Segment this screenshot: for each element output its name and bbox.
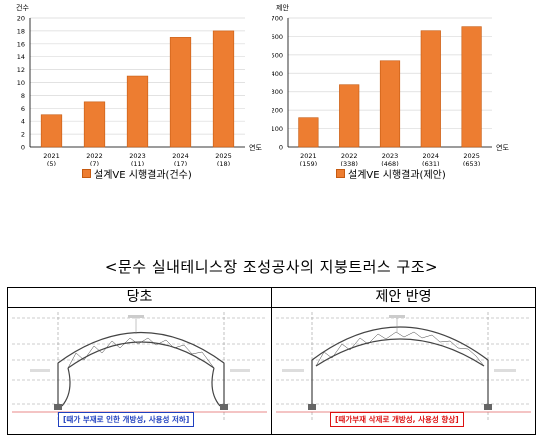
y-tick-label: 600	[272, 33, 283, 41]
section-title: <문수 실내테니스장 조성공사의 지붕트러스 구조>	[104, 258, 439, 276]
x-sub-label: (18)	[217, 160, 230, 166]
y-tick-label: 16	[17, 40, 25, 48]
y-tick-label: 14	[17, 53, 25, 61]
x-tick-label: 2024	[423, 152, 440, 160]
y-tick-label: 0	[279, 144, 283, 152]
x-sub-label: (653)	[463, 160, 480, 166]
right-chart-legend: 설계VE 시행결과(제안)	[336, 166, 446, 181]
y-tick-label: 12	[17, 66, 25, 74]
panel-after: 제안 반영	[271, 288, 535, 434]
x-sub-label: (159)	[300, 160, 317, 166]
left-chart-legend: 설계VE 시행결과(건수)	[82, 166, 192, 181]
bar	[379, 60, 401, 148]
panel-after-drawing: [때가부재 삭제로 개방성, 사용성 향상]	[272, 308, 535, 434]
bar	[126, 75, 149, 148]
right-legend-label: 설계VE 시행결과(제안)	[348, 170, 446, 181]
y-tick-label: 100	[272, 125, 283, 133]
x-tick-label: 2023	[382, 152, 399, 160]
bar	[212, 30, 235, 148]
x-sub-label: (338)	[340, 160, 357, 166]
y-tick-label: 700	[272, 15, 283, 23]
x-sub-label: (631)	[422, 160, 439, 166]
x-tick-label: 2022	[341, 152, 358, 160]
y-tick-label: 8	[21, 92, 25, 100]
right-chart-plot: 0100200300400500600700제안연도2021(159)2022(…	[272, 3, 509, 166]
x-sub-label: (468)	[381, 160, 398, 166]
y-tick-label: 200	[272, 107, 283, 115]
left-legend-label: 설계VE 시행결과(건수)	[94, 170, 192, 181]
before-note: [때가 부재로 인한 개방성, 사용성 저하]	[58, 412, 195, 427]
x-tick-label: 2023	[129, 152, 146, 160]
x-sub-label: (7)	[90, 160, 99, 166]
x-tick-label: 2022	[86, 152, 103, 160]
y-unit-label: 제안	[276, 3, 289, 12]
panel-before-drawing: [때가 부재로 인한 개방성, 사용성 저하]	[8, 308, 271, 434]
y-tick-label: 4	[21, 118, 25, 126]
y-tick-label: 300	[272, 88, 283, 96]
x-tick-label: 2025	[463, 152, 480, 160]
x-axis-label: 연도	[249, 144, 262, 152]
truss-drawing-before	[12, 312, 267, 420]
y-tick-label: 400	[272, 70, 283, 78]
x-tick-label: 2021	[300, 152, 317, 160]
bar	[40, 114, 63, 148]
panel-before-header: 당초	[8, 288, 271, 308]
right-bar-chart: 0 100 200 300 400 500 600 700 제안 연도 2021 (159) 2022(…	[272, 0, 543, 190]
left-chart-plot: 02468101214161820건수연도2021(5)2022(7)2023(…	[16, 3, 262, 166]
panel-before: 당초	[8, 288, 271, 434]
x-sub-label: (17)	[174, 160, 187, 166]
bar	[461, 26, 482, 148]
y-tick-label: 2	[21, 131, 25, 139]
after-note: [때가부재 삭제로 개방성, 사용성 향상]	[330, 412, 464, 427]
y-tick-label: 500	[272, 51, 283, 59]
bar	[169, 37, 192, 148]
x-sub-label: (5)	[47, 160, 56, 166]
legend-swatch	[82, 169, 91, 178]
left-bar-chart: 0 2 4 6 8 10 12 14 16 18 20 건수 연도 2021 (5) 2022 (7) 2023(…	[0, 0, 272, 190]
bar	[339, 84, 360, 148]
x-tick-label: 2025	[215, 152, 232, 160]
y-tick-label: 20	[17, 15, 25, 23]
panel-after-header: 제안 반영	[272, 288, 535, 308]
x-sub-label: (11)	[131, 160, 144, 166]
bar	[420, 30, 441, 148]
y-tick-label: 0	[21, 144, 25, 152]
truss-drawing-after	[276, 312, 531, 420]
bar	[83, 101, 106, 148]
comparison-table: 당초	[7, 287, 536, 435]
y-unit-label: 건수	[16, 3, 29, 12]
bar	[298, 117, 319, 148]
x-tick-label: 2024	[172, 152, 189, 160]
y-tick-label: 6	[21, 105, 25, 113]
x-tick-label: 2021	[43, 152, 60, 160]
y-tick-label: 10	[17, 79, 25, 87]
legend-swatch	[336, 169, 345, 178]
y-tick-label: 18	[17, 27, 25, 35]
x-axis-label: 연도	[496, 144, 509, 152]
